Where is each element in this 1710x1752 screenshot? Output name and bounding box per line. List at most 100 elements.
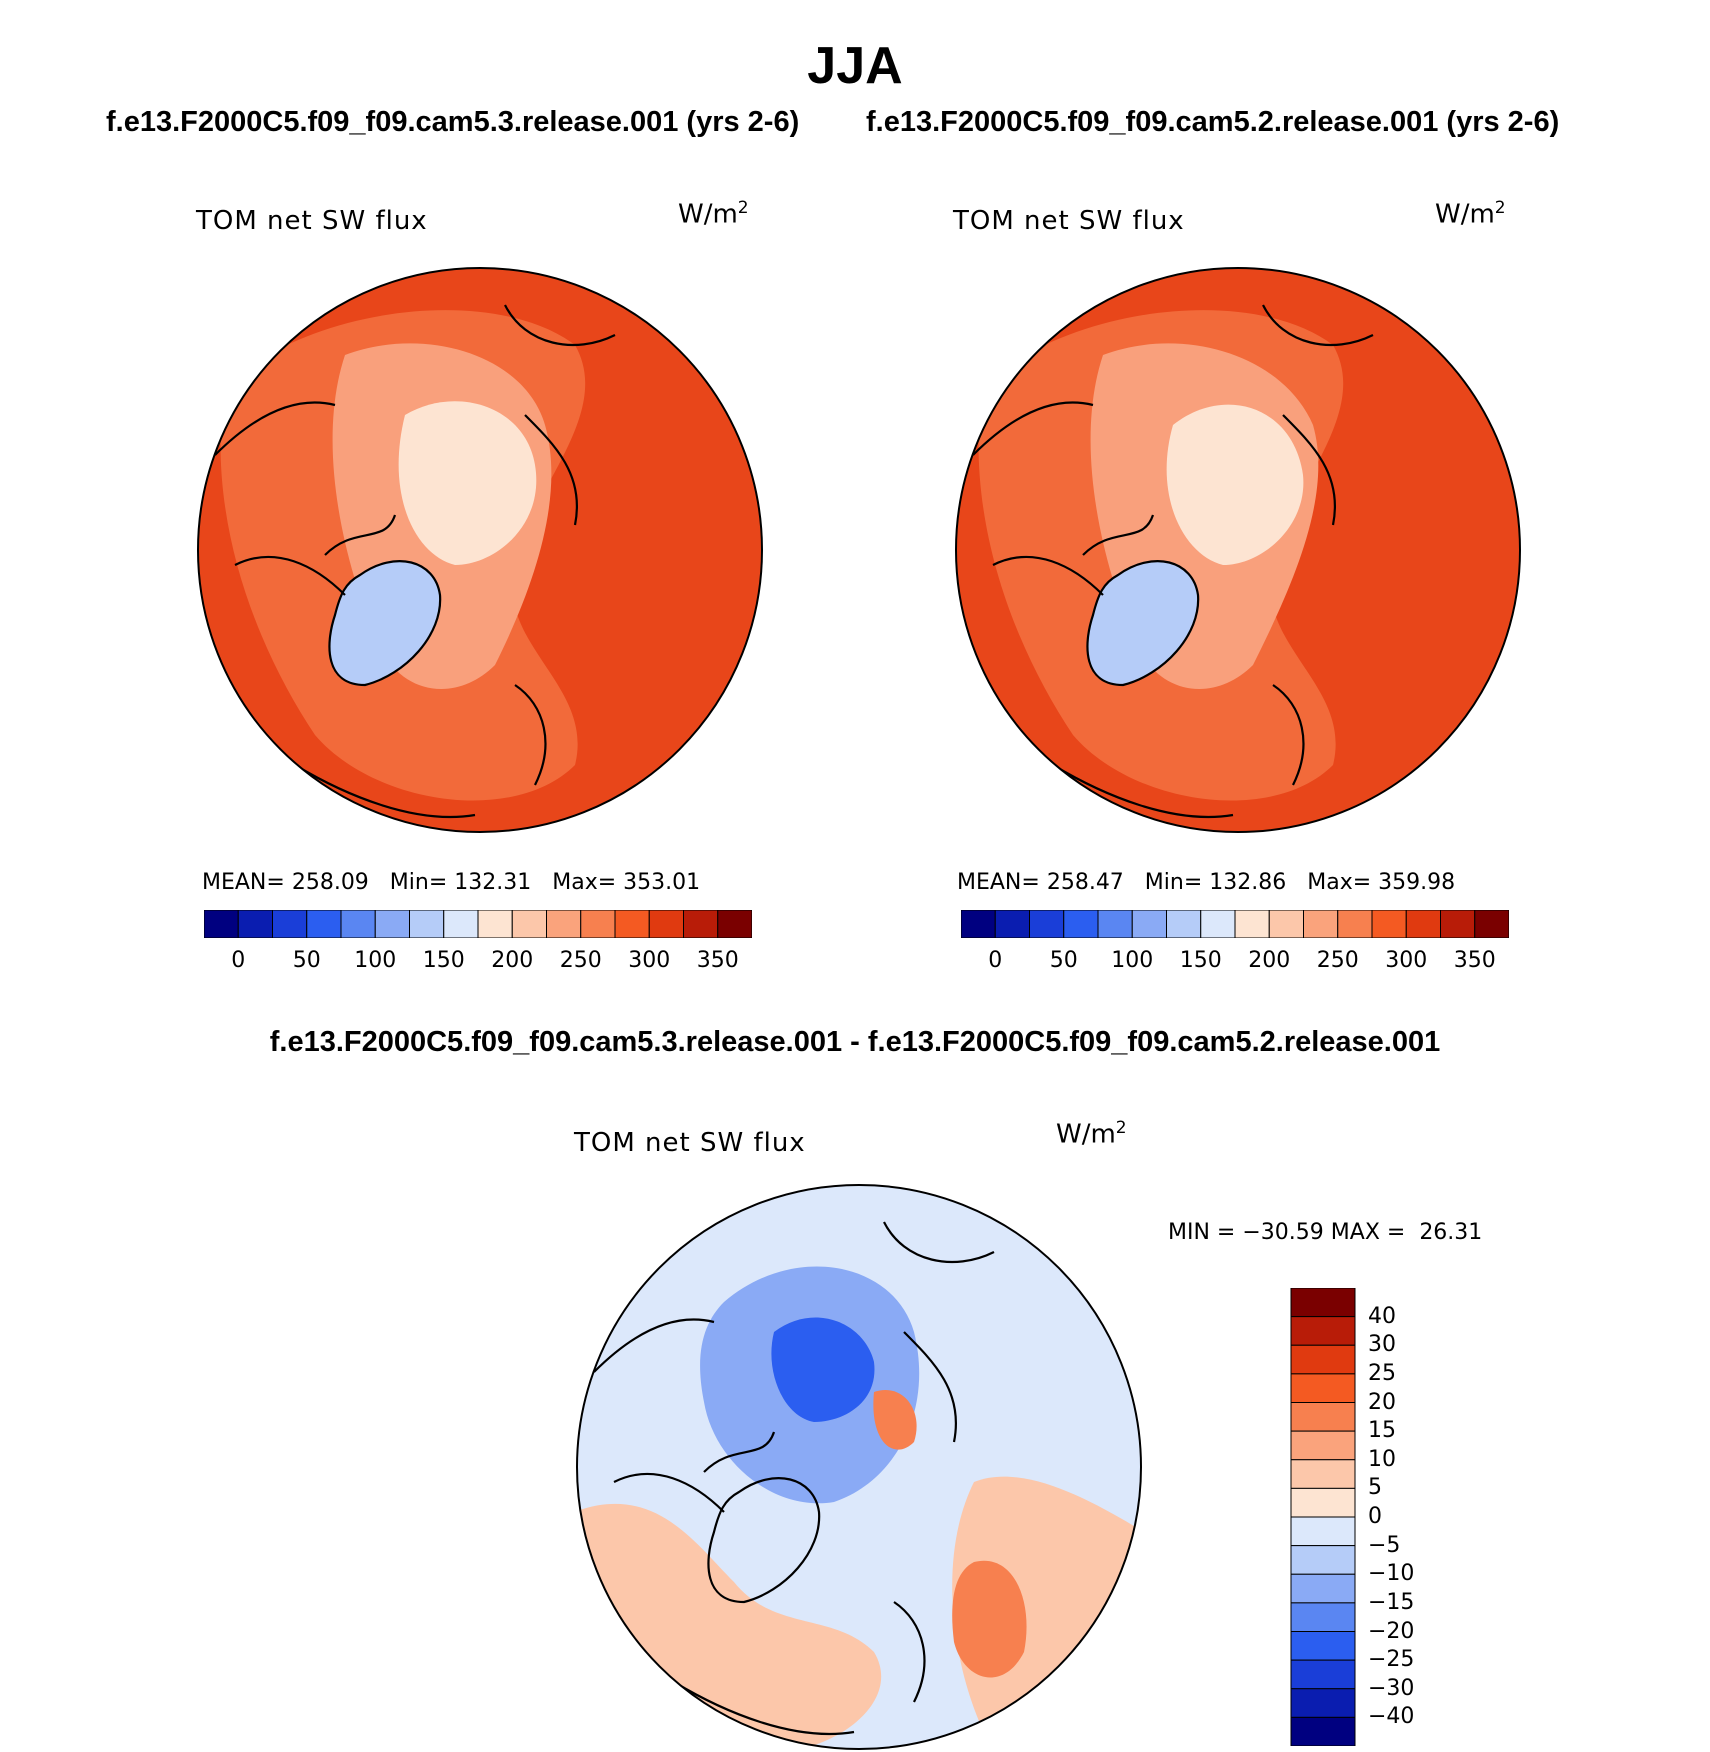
- diff-colorbar-box: [1290, 1487, 1356, 1518]
- left-max-value: 353.01: [623, 870, 701, 895]
- diff-colorbar-box: [1290, 1716, 1356, 1746]
- left-stats: MEAN= 258.09 Min= 132.31 Max= 353.01: [202, 870, 700, 895]
- right-stats: MEAN= 258.47 Min= 132.86 Max= 359.98: [957, 870, 1455, 895]
- left-colorbar-box: [546, 910, 582, 938]
- diff-colorbar-box: [1290, 1402, 1356, 1432]
- left-colorbar-tick-label: 50: [292, 948, 321, 973]
- right-colorbar-tick-label: 150: [1179, 948, 1222, 973]
- diff-variable-label: TOM net SW flux: [574, 1128, 806, 1158]
- right-colorbar-box: [994, 910, 1030, 938]
- left-colorbar-box: [237, 910, 273, 938]
- left-colorbar-box: [648, 910, 684, 938]
- left-colorbar-box: [272, 910, 308, 938]
- left-colorbar-box: [306, 910, 342, 938]
- diff-colorbar-tick-label: −30: [1368, 1675, 1415, 1701]
- right-min-value: 132.86: [1209, 870, 1287, 895]
- right-colorbar-box: [1337, 910, 1373, 938]
- left-colorbar-box: [204, 910, 239, 938]
- diff-units: W/m2: [1056, 1118, 1127, 1150]
- left-colorbar-box: [614, 910, 650, 938]
- left-min-label: Min=: [389, 870, 448, 895]
- diff-colorbar-tick-label: 10: [1368, 1446, 1396, 1472]
- greenland-fill: [1087, 561, 1199, 685]
- diff-colorbar: [1290, 1288, 1356, 1746]
- right-colorbar-box: [1097, 910, 1133, 938]
- right-variable-label: TOM net SW flux: [953, 206, 1185, 236]
- left-colorbar-tick-label: 100: [354, 948, 397, 973]
- right-mean-label: MEAN=: [957, 870, 1040, 895]
- diff-colorbar-tick-label: −5: [1368, 1532, 1401, 1558]
- right-colorbar-box: [1029, 910, 1065, 938]
- diff-colorbar-box: [1290, 1430, 1356, 1461]
- left-colorbar-box: [511, 910, 547, 938]
- diff-colorbar-box: [1290, 1344, 1356, 1375]
- left-max-label: Max=: [552, 870, 617, 895]
- diff-case-title: f.e13.F2000C5.f09_f09.cam5.3.release.001…: [269, 1026, 1441, 1058]
- diff-red-fill-2: [873, 1390, 917, 1450]
- diff-colorbar-tick-label: 0: [1368, 1504, 1382, 1529]
- left-variable-label: TOM net SW flux: [196, 206, 428, 236]
- right-mean-value: 258.47: [1046, 870, 1124, 895]
- field-core-fill: [398, 401, 537, 565]
- left-colorbar-box: [717, 910, 752, 938]
- right-colorbar-tick-label: 200: [1248, 948, 1291, 973]
- diff-max-label: MAX =: [1330, 1220, 1406, 1245]
- right-case-title: f.e13.F2000C5.f09_f09.cam5.2.release.001…: [866, 106, 1560, 138]
- right-colorbar-tick-label: 350: [1453, 948, 1496, 973]
- left-mean-value: 258.09: [291, 870, 369, 895]
- right-colorbar-box: [1063, 910, 1099, 938]
- diff-colorbar-box: [1290, 1602, 1356, 1632]
- left-colorbar-box: [409, 910, 445, 938]
- diff-colorbar-tick-label: −10: [1368, 1561, 1415, 1587]
- right-colorbar-box: [961, 910, 996, 938]
- right-colorbar-tick-label: 50: [1049, 948, 1078, 973]
- diff-colorbar-box: [1290, 1688, 1356, 1718]
- left-colorbar: [204, 910, 752, 938]
- left-colorbar-tick-label: 150: [422, 948, 465, 973]
- diff-min-value: −30.59: [1242, 1220, 1324, 1245]
- field-core-fill: [1166, 404, 1304, 565]
- diff-colorbar-box: [1290, 1545, 1356, 1575]
- left-colorbar-box: [443, 910, 479, 938]
- right-colorbar-box: [1131, 910, 1167, 938]
- greenland-fill: [329, 561, 441, 685]
- left-colorbar-box: [374, 910, 410, 938]
- left-polar-map: [197, 267, 763, 833]
- diff-darkblue-fill: [771, 1317, 875, 1422]
- right-colorbar-box: [1303, 910, 1339, 938]
- diff-colorbar-ticks: 40 30 25 20 15 10 5 0 −5 −10 −15 −20 −25 −30 −40: [1368, 1288, 1458, 1746]
- right-colorbar-box: [1166, 910, 1202, 938]
- diff-colorbar-box: [1290, 1459, 1356, 1489]
- right-colorbar-tick-label: 100: [1111, 948, 1154, 973]
- left-colorbar-tick-label: 0: [231, 948, 246, 973]
- left-case-title: f.e13.F2000C5.f09_f09.cam5.3.release.001…: [106, 106, 800, 138]
- diff-colorbar-tick-label: −15: [1368, 1589, 1415, 1615]
- right-colorbar: [961, 910, 1509, 938]
- diff-colorbar-tick-label: 30: [1368, 1332, 1396, 1358]
- diff-max-value: 26.31: [1419, 1220, 1483, 1245]
- diff-colorbar-tick-label: 15: [1368, 1418, 1396, 1444]
- right-colorbar-box: [1405, 910, 1441, 938]
- right-colorbar-box: [1268, 910, 1304, 938]
- right-colorbar-ticks: 0 50 100 150 200 250 300 350: [961, 948, 1509, 978]
- left-min-value: 132.31: [454, 870, 532, 895]
- diff-colorbar-tick-label: 40: [1368, 1303, 1396, 1329]
- right-colorbar-box: [1474, 910, 1509, 938]
- diff-colorbar-box: [1290, 1316, 1356, 1346]
- right-colorbar-tick-label: 0: [988, 948, 1003, 973]
- right-min-label: Min=: [1144, 870, 1203, 895]
- left-colorbar-ticks: 0 50 100 150 200 250 300 350: [204, 948, 752, 978]
- left-colorbar-box: [477, 910, 513, 938]
- diff-colorbar-box: [1290, 1631, 1356, 1661]
- diff-min-label: MIN =: [1168, 1220, 1236, 1245]
- left-colorbar-tick-label: 250: [559, 948, 602, 973]
- left-colorbar-box: [683, 910, 719, 938]
- diff-colorbar-tick-label: −20: [1368, 1618, 1415, 1644]
- diff-colorbar-tick-label: −25: [1368, 1647, 1415, 1673]
- left-units: W/m2: [678, 198, 749, 230]
- diff-red-fill: [952, 1560, 1027, 1678]
- diff-colorbar-box: [1290, 1516, 1356, 1547]
- right-colorbar-box: [1371, 910, 1407, 938]
- figure-title: JJA: [807, 37, 903, 95]
- left-colorbar-box: [580, 910, 616, 938]
